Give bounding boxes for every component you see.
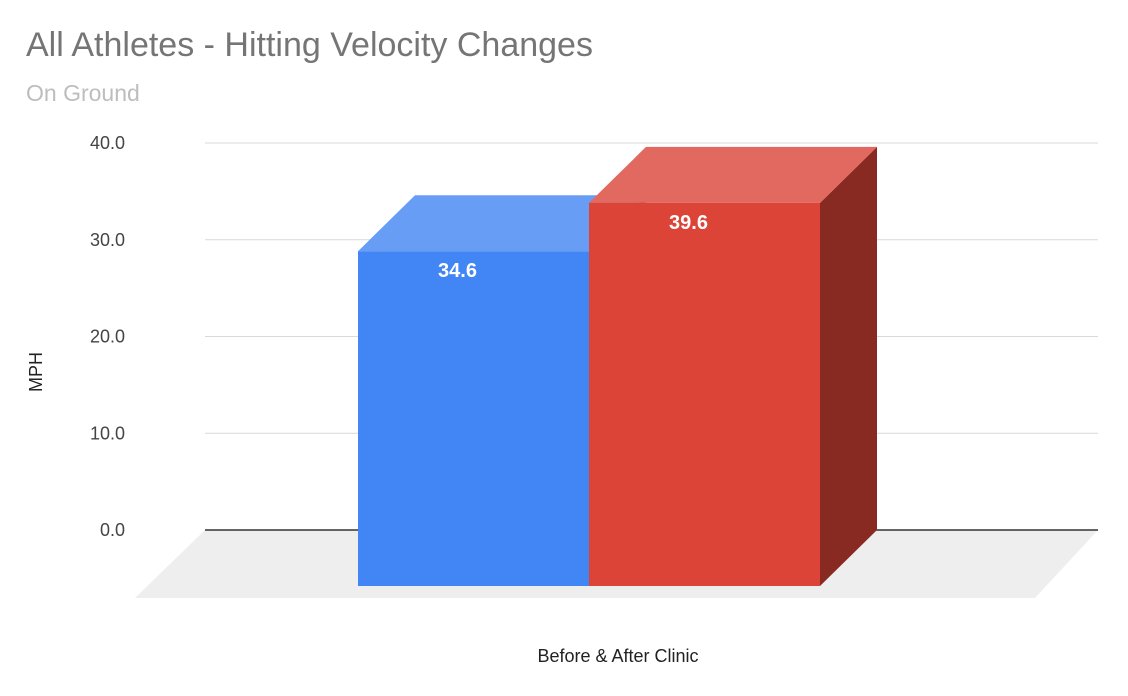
chart-subtitle: On Ground — [26, 80, 140, 106]
y-tick-label: 20.0 — [90, 327, 125, 347]
y-tick-label: 30.0 — [90, 230, 125, 250]
x-axis-label: Before & After Clinic — [537, 646, 698, 666]
bar-front — [358, 251, 589, 586]
bar-side — [820, 146, 877, 586]
y-tick-label: 0.0 — [100, 520, 125, 540]
data-label: 34.6 — [438, 260, 477, 282]
chart-title: All Athletes - Hitting Velocity Changes — [26, 26, 593, 64]
bar-2 — [589, 146, 877, 586]
bar-top — [589, 146, 877, 203]
data-label: 39.6 — [669, 212, 708, 234]
y-tick-label: 10.0 — [90, 423, 125, 443]
y-axis-label: MPH — [26, 352, 46, 392]
y-tick-label: 40.0 — [90, 133, 125, 153]
bar-top — [358, 195, 646, 252]
bar-front — [589, 202, 820, 586]
